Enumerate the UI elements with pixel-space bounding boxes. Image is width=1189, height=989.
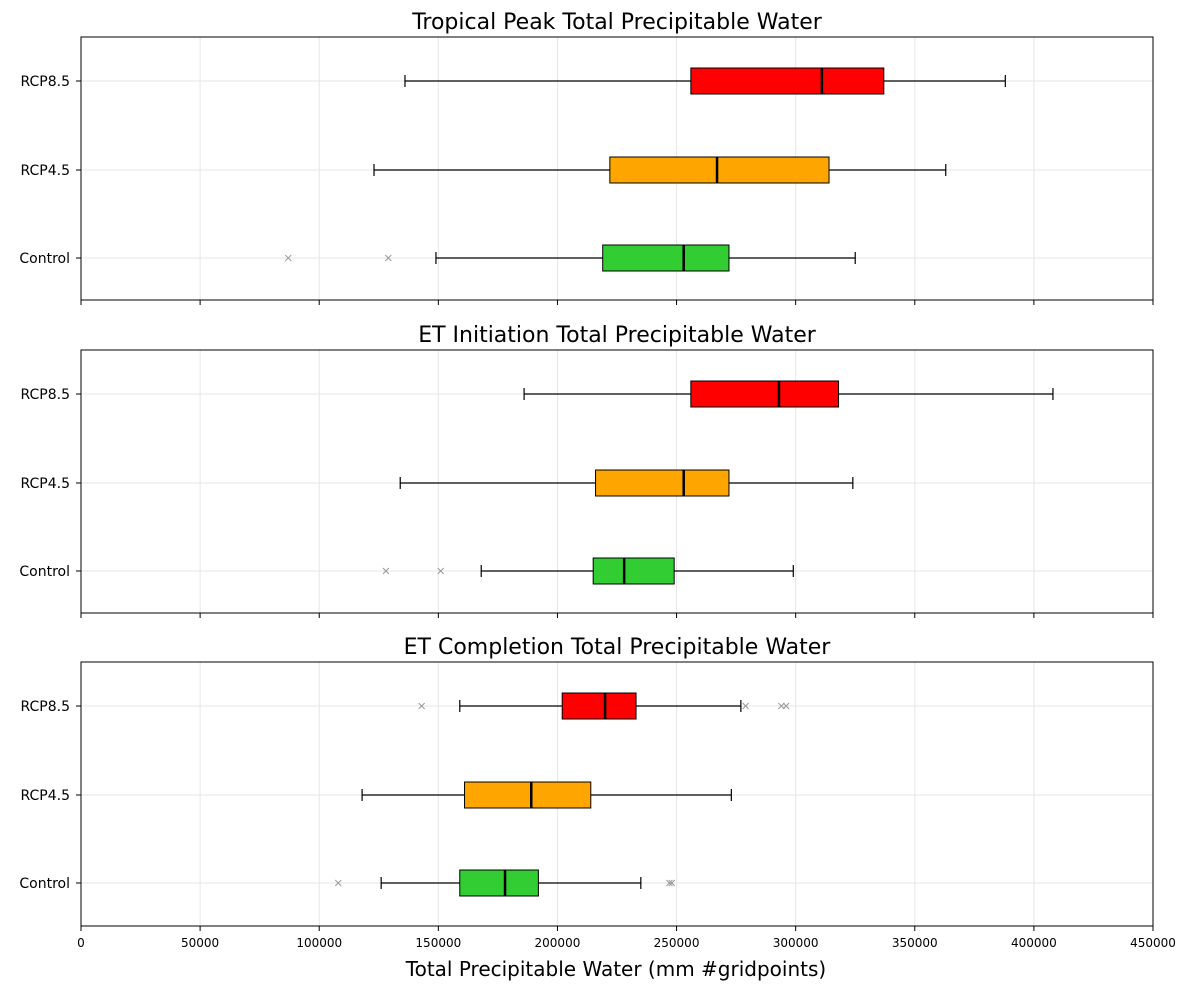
box-rcp4-5 [373,156,947,184]
outlier-stroke [437,567,445,575]
x-tick-label: 250000 [654,936,700,950]
y-tick-label: RCP8.5 [20,387,70,403]
panel-title: Tropical Peak Total Precipitable Water [411,10,823,35]
x-tick-label: 100000 [296,936,342,950]
y-tick-label: Control [19,251,70,267]
x-tick-label: 350000 [892,936,938,950]
box-rcp8-5 [523,380,1054,408]
outlier-stroke [382,567,390,575]
box-rcp4-5 [399,469,854,497]
outlier-marker [778,702,785,710]
panel-frame [80,661,1154,927]
iqr-box [464,781,592,809]
panels-group: Control RCP4.5 RCP8.5 Tropical Peak Total P… [19,10,1176,950]
box-control [382,557,794,585]
iqr-box [690,380,840,408]
x-tick-label: 150000 [415,936,461,950]
outlier-stroke [668,879,676,887]
box-control [284,244,856,272]
outlier-stroke [666,879,673,887]
outlier-marker [437,567,445,575]
x-axis-label: Total Precipitable Water (mm #gridpoints… [405,957,826,981]
outlier-stroke [778,702,785,710]
outlier-marker [384,254,392,262]
x-tick-label: 50000 [181,936,219,950]
iqr-box [459,869,539,897]
y-tick-label: RCP4.5 [20,788,70,804]
x-tick-label: 200000 [535,936,581,950]
box-rcp8-5 [418,692,790,720]
y-tick-label: Control [19,876,70,892]
outlier-marker [742,702,749,710]
iqr-box [602,244,730,272]
x-tick-label: 300000 [773,936,819,950]
outlier-stroke [334,879,342,887]
outlier-marker [334,879,342,887]
panel-title: ET Completion Total Precipitable Water [404,635,832,660]
box-rcp8-5 [404,67,1006,95]
outlier-stroke [384,254,392,262]
iqr-box [609,156,830,184]
outlier-marker [284,254,292,262]
x-tick-label: 400000 [1011,936,1057,950]
panel-1: Control RCP4.5 RCP8.5 Tropical Peak Total P… [19,10,1154,305]
panel-frame [80,349,1154,614]
outlier-marker [668,879,676,887]
panel-2: Control RCP4.5 RCP8.5 ET Initiation Total P… [19,323,1154,618]
x-tick-label: 0 [77,936,85,950]
outlier-stroke [418,702,426,710]
panel-frame [80,36,1154,301]
y-tick-label: RCP8.5 [20,74,70,90]
panel-3: Control RCP4.5 RCP8.5 ET Completion Total P… [19,635,1176,950]
outlier-marker [418,702,426,710]
outlier-stroke [782,702,790,710]
box-rcp4-5 [361,781,732,809]
outlier-stroke [742,702,749,710]
y-tick-label: RCP4.5 [20,163,70,179]
iqr-box [561,692,637,720]
iqr-box [690,67,885,95]
outlier-marker [382,567,390,575]
y-tick-label: RCP8.5 [20,699,70,715]
outlier-marker [666,879,673,887]
y-tick-label: RCP4.5 [20,476,70,492]
outlier-stroke [284,254,292,262]
panel-title: ET Initiation Total Precipitable Water [418,323,817,348]
box-control [334,869,676,897]
y-tick-label: Control [19,564,70,580]
outlier-marker [782,702,790,710]
iqr-box [595,469,730,497]
iqr-box [592,557,675,585]
x-tick-label: 450000 [1130,936,1176,950]
